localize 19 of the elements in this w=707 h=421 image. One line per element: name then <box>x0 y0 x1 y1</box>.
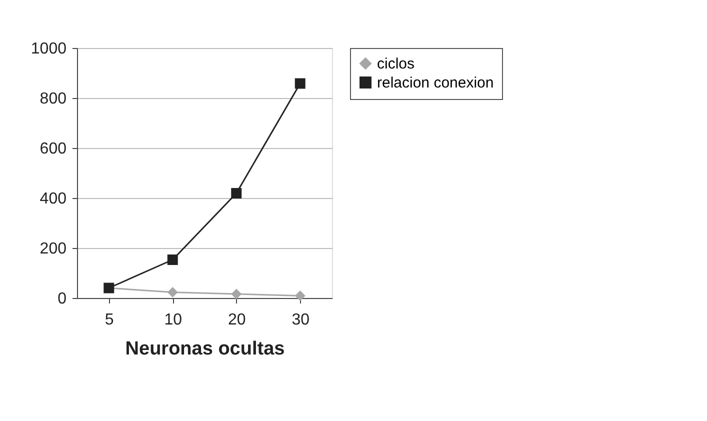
x-tick-label: 20 <box>228 312 246 328</box>
point <box>294 290 306 301</box>
point <box>167 254 178 265</box>
x-tick-label: 30 <box>292 312 310 328</box>
y-tick-label: 400 <box>40 190 67 208</box>
x-tick-label: 5 <box>104 312 114 328</box>
point <box>231 288 242 300</box>
y-tick-label: 0 <box>58 290 67 308</box>
legend-label: ciclos <box>377 56 415 72</box>
point <box>231 188 242 198</box>
y-tick-label: 800 <box>40 90 67 108</box>
y-tick-label: 600 <box>40 140 67 158</box>
y-tick-label: 1000 <box>30 40 67 58</box>
point <box>294 78 306 89</box>
legend-label: relacion conexion <box>377 74 494 92</box>
point <box>167 287 178 298</box>
x-tick-label: 10 <box>164 312 182 328</box>
y-tick-label: 200 <box>40 240 67 258</box>
x-axis-title: Neuronas ocultas <box>125 338 285 360</box>
